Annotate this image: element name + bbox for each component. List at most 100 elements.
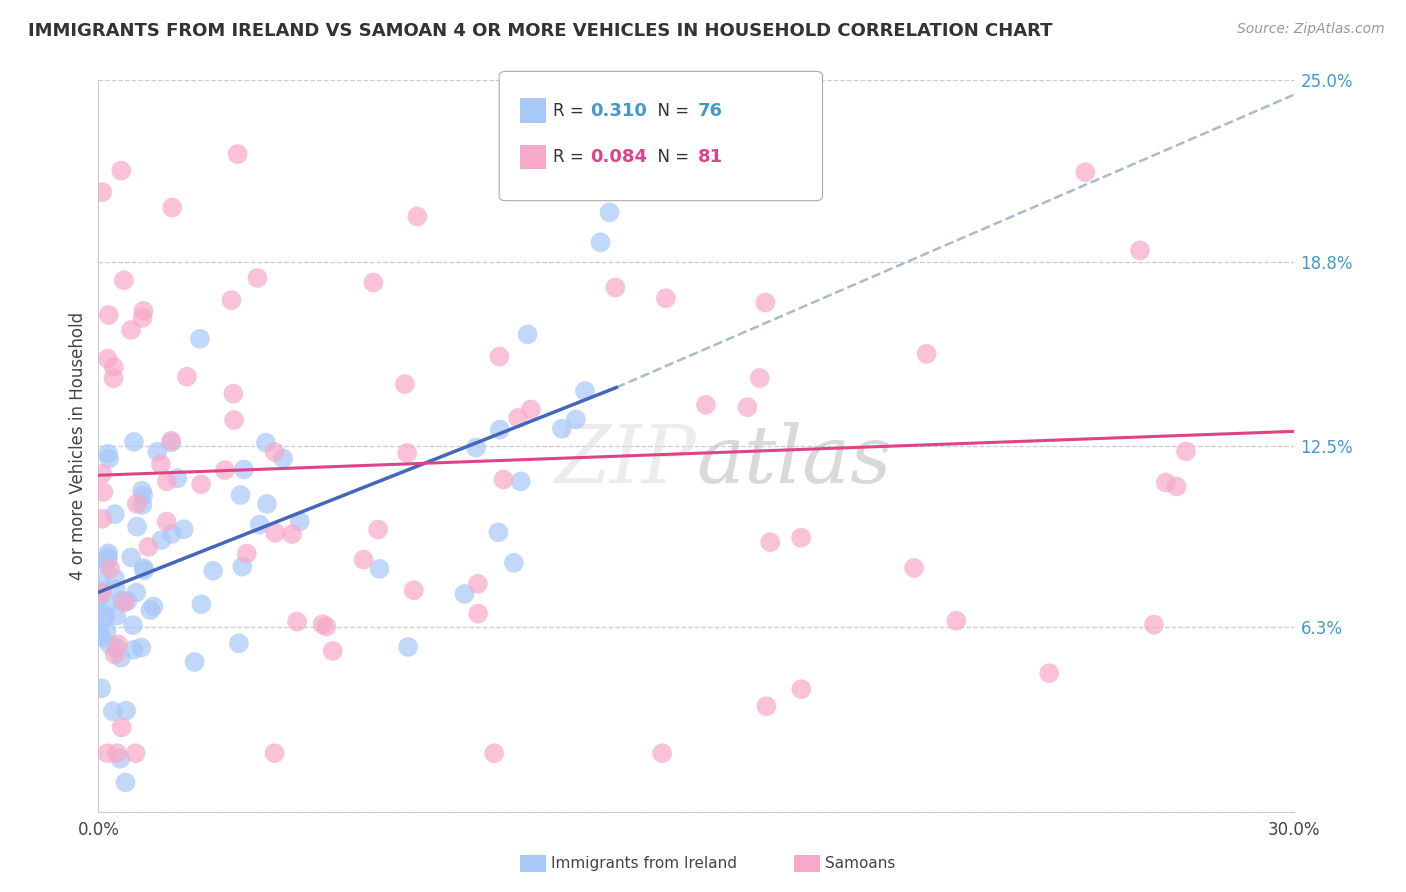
- Point: [96, 599, 118, 613]
- Point: [263, 746, 285, 760]
- Point: [98, 561, 121, 575]
- Point: [222, 386, 245, 401]
- Point: [98, 638, 121, 652]
- Point: [156, 515, 179, 529]
- Point: [695, 398, 717, 412]
- Point: [488, 350, 510, 364]
- Point: [160, 527, 183, 541]
- Point: [229, 488, 252, 502]
- Text: 76: 76: [697, 102, 723, 120]
- Point: [655, 291, 678, 305]
- Point: [112, 273, 135, 287]
- Point: [90, 628, 112, 642]
- Point: [311, 617, 333, 632]
- Point: [249, 517, 271, 532]
- Point: [117, 594, 139, 608]
- Point: [228, 636, 250, 650]
- Point: [465, 441, 488, 455]
- Point: [104, 640, 127, 655]
- Point: [1166, 479, 1188, 493]
- Point: [748, 371, 770, 385]
- Point: [91, 585, 114, 599]
- Point: [190, 477, 212, 491]
- Point: [115, 704, 138, 718]
- Point: [222, 413, 245, 427]
- Point: [759, 535, 782, 549]
- Point: [574, 384, 596, 398]
- Text: ZIP: ZIP: [554, 422, 696, 500]
- Text: N =: N =: [647, 102, 695, 120]
- Point: [605, 280, 627, 294]
- Point: [91, 467, 114, 481]
- Point: [160, 201, 183, 215]
- Point: [104, 582, 127, 596]
- Text: Immigrants from Ireland: Immigrants from Ireland: [551, 856, 737, 871]
- Text: 0.084: 0.084: [591, 148, 648, 166]
- Point: [104, 507, 127, 521]
- Point: [565, 412, 588, 426]
- Point: [516, 327, 538, 342]
- Point: [271, 451, 294, 466]
- Point: [353, 552, 375, 566]
- Point: [139, 603, 162, 617]
- Point: [104, 648, 127, 662]
- Text: R =: R =: [553, 102, 589, 120]
- Point: [1074, 165, 1097, 179]
- Point: [368, 562, 391, 576]
- Point: [589, 235, 612, 250]
- Point: [90, 681, 112, 696]
- Point: [122, 434, 145, 449]
- Point: [231, 559, 253, 574]
- Point: [150, 533, 173, 547]
- Point: [125, 497, 148, 511]
- Point: [89, 584, 111, 599]
- Point: [520, 402, 543, 417]
- Point: [202, 564, 225, 578]
- Point: [264, 525, 287, 540]
- Text: IMMIGRANTS FROM IRELAND VS SAMOAN 4 OR MORE VEHICLES IN HOUSEHOLD CORRELATION CH: IMMIGRANTS FROM IRELAND VS SAMOAN 4 OR M…: [28, 22, 1053, 40]
- Point: [188, 332, 211, 346]
- Point: [94, 608, 117, 623]
- Point: [453, 587, 475, 601]
- Point: [98, 451, 121, 466]
- Point: [105, 608, 128, 623]
- Point: [790, 682, 813, 697]
- Point: [110, 163, 132, 178]
- Text: Source: ZipAtlas.com: Source: ZipAtlas.com: [1237, 22, 1385, 37]
- Point: [176, 369, 198, 384]
- Point: [131, 483, 153, 498]
- Point: [263, 445, 285, 459]
- Point: [737, 400, 759, 414]
- Point: [120, 323, 142, 337]
- Point: [132, 489, 155, 503]
- Point: [132, 303, 155, 318]
- Point: [97, 447, 120, 461]
- Point: [97, 351, 120, 366]
- Point: [790, 531, 813, 545]
- Point: [254, 435, 277, 450]
- Point: [101, 704, 124, 718]
- Point: [502, 556, 524, 570]
- Point: [1129, 244, 1152, 258]
- Point: [131, 498, 153, 512]
- Point: [406, 210, 429, 224]
- Point: [93, 485, 115, 500]
- Text: N =: N =: [647, 148, 695, 166]
- Point: [103, 359, 125, 374]
- Point: [132, 561, 155, 575]
- Point: [105, 746, 128, 760]
- Point: [506, 411, 529, 425]
- Point: [256, 497, 278, 511]
- Point: [315, 619, 337, 633]
- Point: [236, 547, 259, 561]
- Point: [651, 746, 673, 760]
- Point: [107, 637, 129, 651]
- Point: [110, 650, 132, 665]
- Point: [114, 775, 136, 789]
- Point: [146, 444, 169, 458]
- Point: [1038, 666, 1060, 681]
- Point: [112, 595, 135, 609]
- Point: [103, 371, 125, 385]
- Point: [396, 446, 419, 460]
- Point: [110, 752, 132, 766]
